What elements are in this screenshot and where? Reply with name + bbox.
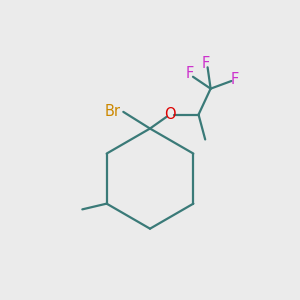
Text: F: F bbox=[185, 66, 194, 81]
Text: F: F bbox=[231, 72, 239, 87]
Text: Br: Br bbox=[104, 104, 120, 119]
Text: O: O bbox=[164, 107, 176, 122]
Text: F: F bbox=[202, 56, 210, 71]
